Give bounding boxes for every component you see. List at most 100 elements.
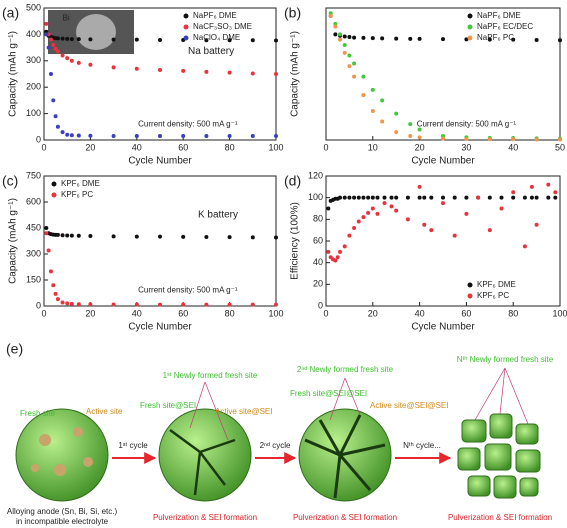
particle-cycle-1 (158, 408, 252, 502)
cycle-label: 1ˢᵗ cycle (118, 441, 148, 450)
y-tick-label: 60 (313, 235, 323, 245)
point (134, 234, 139, 239)
point (227, 302, 232, 307)
point (333, 24, 338, 29)
annotation: Bi (63, 14, 70, 23)
point (452, 195, 457, 200)
point (227, 134, 232, 139)
x-tick-label: 40 (132, 142, 142, 152)
point (361, 93, 366, 98)
point (389, 204, 394, 209)
point (48, 72, 53, 76)
label: Pulverization & SEI formation (448, 513, 552, 522)
point (46, 45, 51, 50)
y-axis-label: Capacity (mAh g⁻¹) (8, 198, 19, 284)
y-tick-label: 0 (36, 134, 41, 144)
point (511, 137, 516, 142)
point (499, 206, 504, 211)
cracks (304, 414, 386, 499)
point (55, 49, 60, 54)
point (342, 244, 347, 249)
point (158, 302, 162, 307)
point (342, 34, 347, 39)
x-tick-label: 20 (415, 142, 425, 152)
point (227, 235, 232, 240)
point (408, 36, 413, 41)
y-tick-label: 20 (313, 279, 323, 289)
point (69, 133, 74, 138)
point (522, 195, 527, 200)
point (417, 195, 422, 200)
label: Fresh site@SEI (140, 401, 196, 410)
point (352, 195, 357, 200)
point (408, 134, 413, 139)
point (394, 111, 399, 116)
point (60, 233, 65, 238)
x-tick-label: 0 (41, 308, 46, 318)
point (88, 302, 93, 307)
point (370, 206, 375, 211)
point (366, 210, 371, 215)
x-tick-label: 20 (85, 308, 95, 318)
point (347, 53, 352, 58)
y-axis-label: Capacity (mAh g⁻¹) (290, 31, 301, 117)
point (338, 195, 343, 200)
point (380, 36, 385, 41)
point (511, 37, 516, 42)
point (134, 134, 139, 139)
point (328, 13, 333, 18)
panel-label: (e) (6, 341, 23, 357)
point (69, 37, 74, 42)
point (511, 195, 516, 200)
point (405, 217, 410, 222)
point (274, 72, 278, 76)
point (55, 232, 60, 237)
point (158, 68, 162, 73)
y-tick-label: 40 (313, 257, 323, 267)
point (111, 134, 116, 139)
label: 2ⁿᵈ Newly formed fresh site (297, 365, 394, 374)
point (44, 226, 49, 230)
x-tick-label: 0 (41, 142, 46, 152)
annotation: Na battery (188, 46, 234, 57)
point (405, 195, 410, 200)
point (546, 182, 551, 187)
x-tick-label: 80 (225, 308, 235, 318)
point (487, 195, 492, 200)
point (65, 36, 70, 41)
point (342, 195, 347, 200)
y-tick-label: 500 (26, 2, 41, 12)
point (361, 215, 366, 220)
label: Active site@SEI (215, 407, 272, 416)
point (370, 36, 375, 41)
point (111, 234, 116, 239)
legend-marker (467, 282, 473, 288)
point (181, 302, 186, 307)
point (158, 37, 162, 42)
point (394, 195, 399, 200)
legend-marker (183, 13, 189, 19)
point (333, 258, 338, 263)
point (326, 249, 331, 254)
point (250, 235, 255, 240)
point (529, 184, 534, 189)
point (204, 69, 209, 74)
point (111, 302, 116, 307)
x-tick-label: 100 (268, 308, 283, 318)
y-tick-label: 600 (26, 196, 41, 206)
label: Fresh site@SEI@SEI (290, 389, 367, 398)
x-tick-label: 80 (508, 308, 518, 318)
point (347, 35, 352, 40)
y-tick-label: 120 (308, 170, 323, 180)
point (65, 132, 70, 137)
point (55, 124, 60, 129)
point (356, 219, 361, 224)
point (487, 37, 492, 42)
point (274, 235, 278, 240)
point (88, 62, 93, 67)
point (361, 74, 366, 79)
point (333, 32, 338, 37)
pulverized-particle (457, 413, 541, 499)
point (181, 134, 186, 139)
label: Pulverization & SEI formation (153, 513, 257, 522)
